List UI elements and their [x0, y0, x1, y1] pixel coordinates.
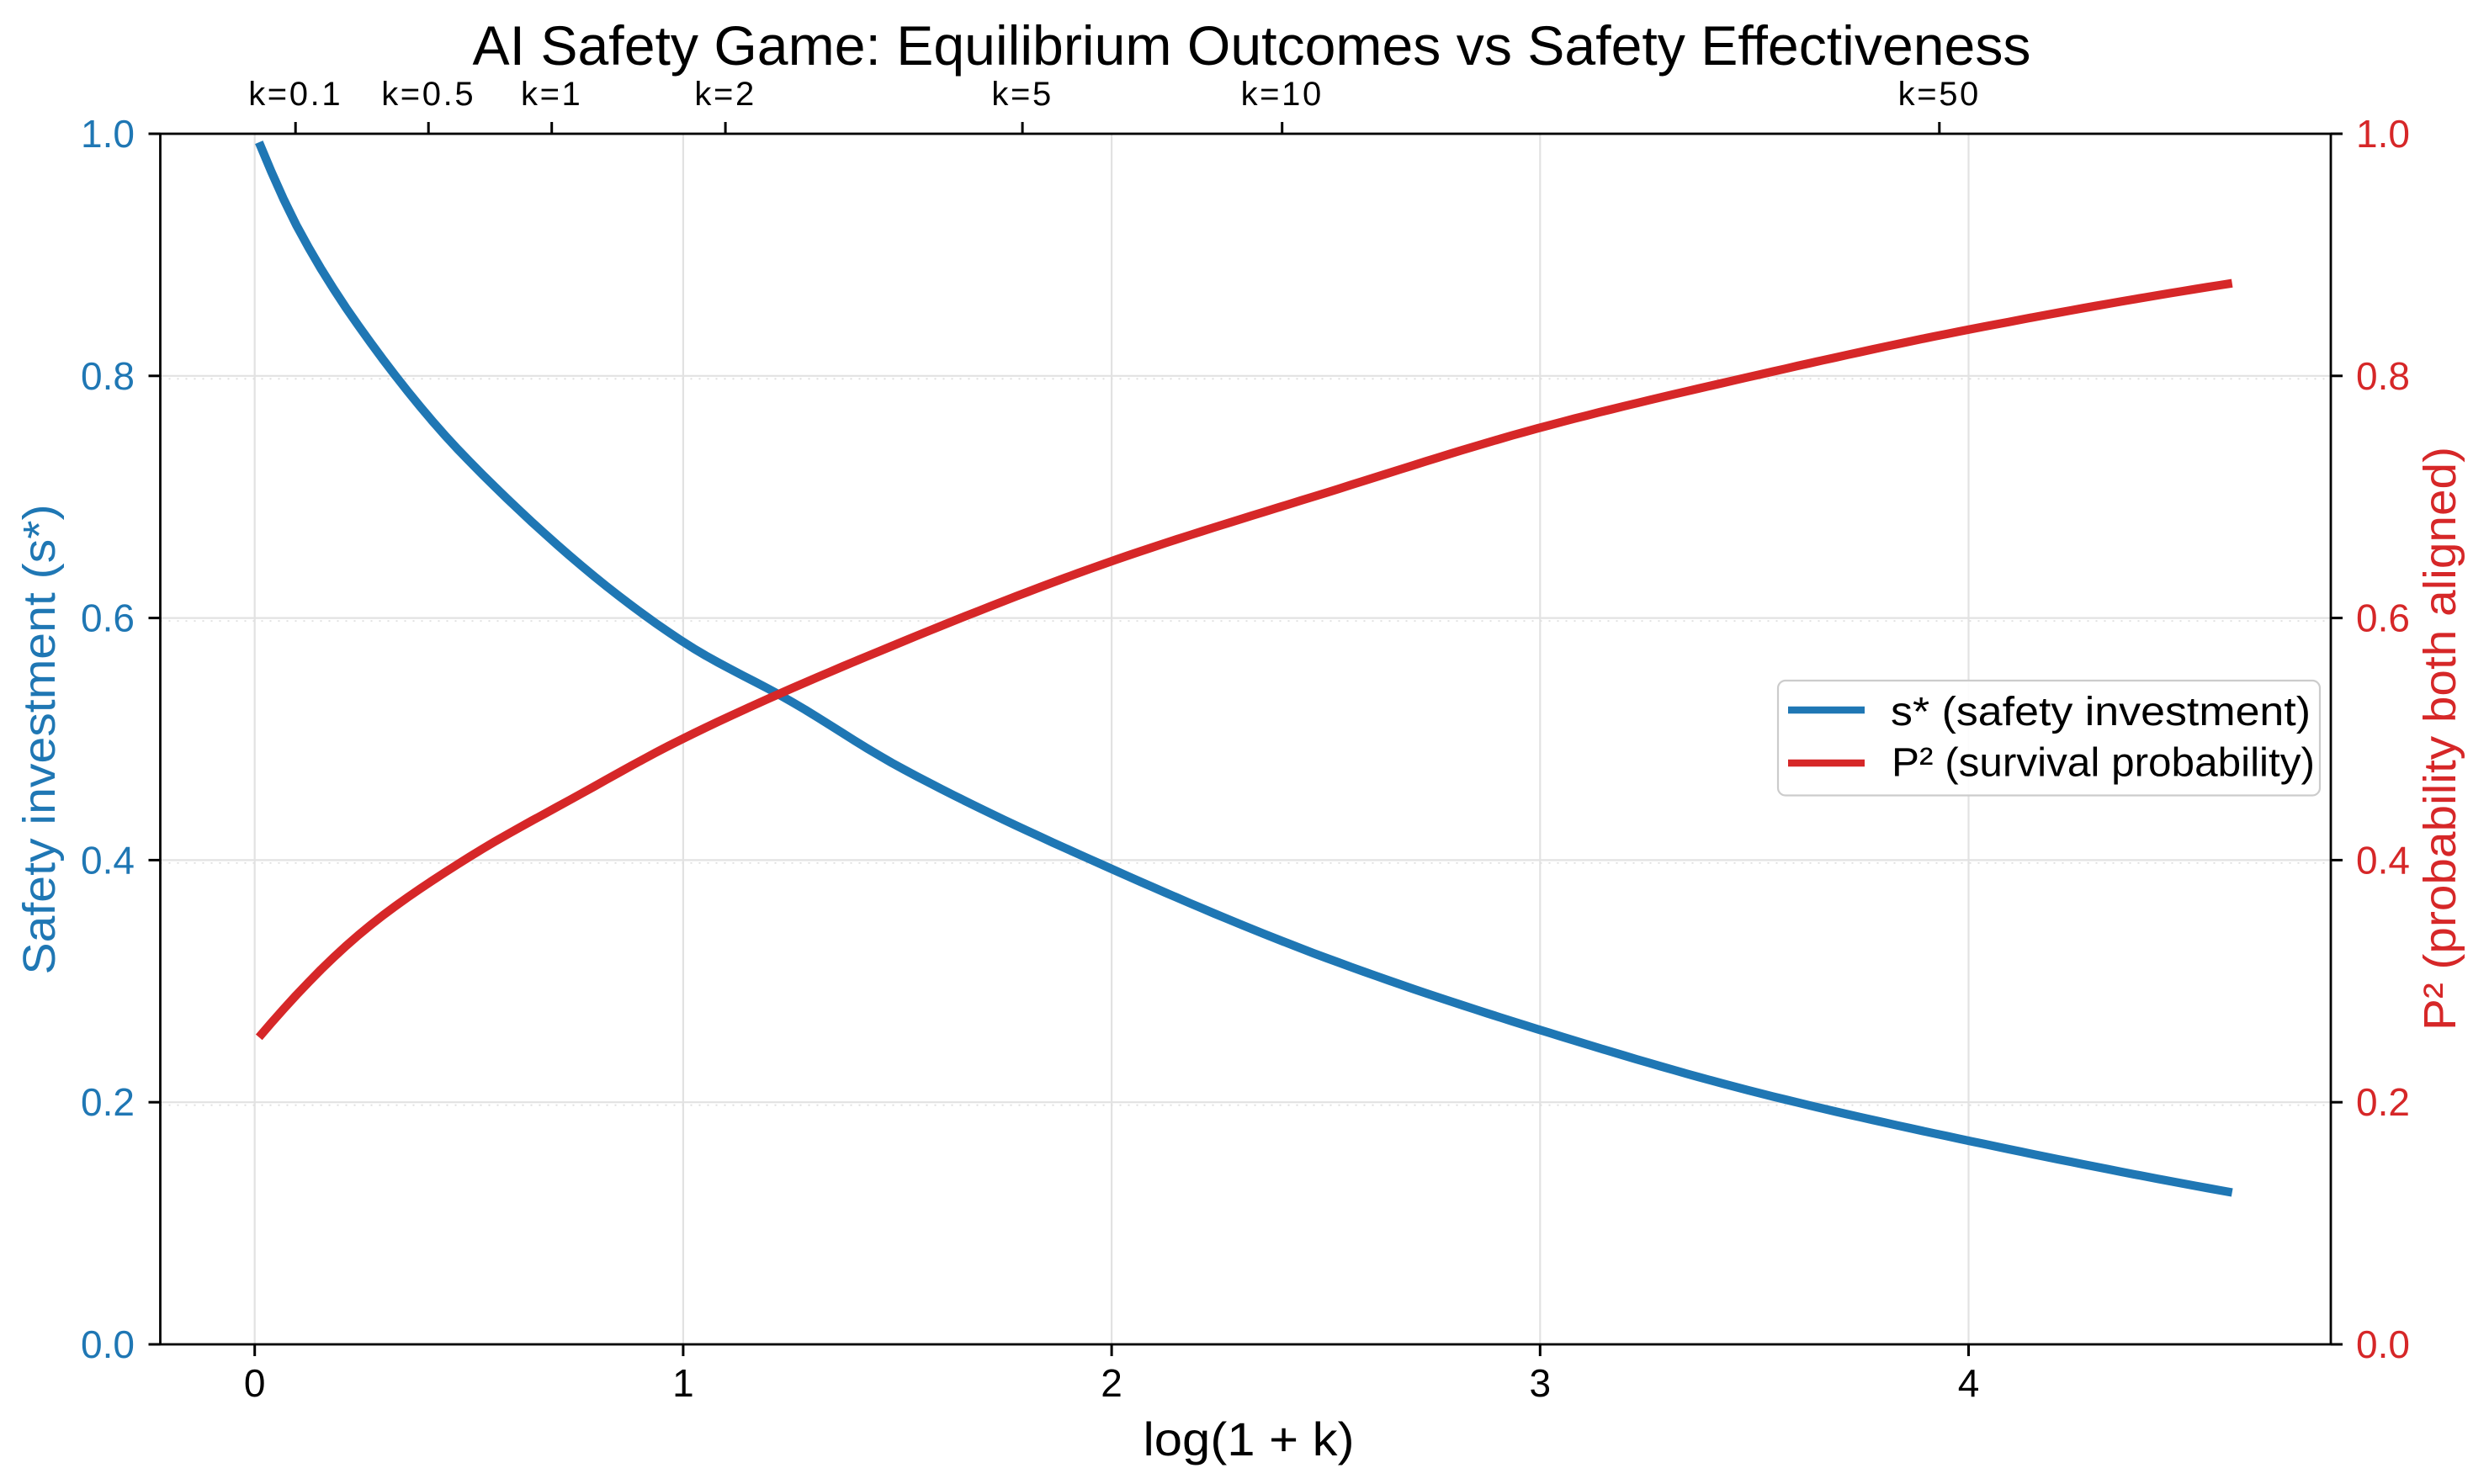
svg-text:k=5: k=5 [991, 76, 1053, 113]
svg-text:k=2: k=2 [694, 76, 756, 113]
svg-text:0.8: 0.8 [81, 354, 135, 398]
svg-text:2: 2 [1101, 1361, 1122, 1405]
svg-text:1.0: 1.0 [81, 112, 135, 156]
svg-text:4: 4 [1958, 1361, 1980, 1405]
svg-text:Safety investment (s*): Safety investment (s*) [14, 505, 65, 975]
svg-text:0: 0 [244, 1361, 266, 1405]
svg-text:0.0: 0.0 [2356, 1322, 2410, 1366]
svg-text:k=10: k=10 [1241, 76, 1324, 113]
svg-text:0.8: 0.8 [2356, 354, 2410, 398]
svg-text:k=50: k=50 [1898, 76, 1981, 113]
svg-text:1.0: 1.0 [2356, 112, 2410, 156]
svg-text:1: 1 [672, 1361, 694, 1405]
svg-text:P² (survival probability): P² (survival probability) [1892, 741, 2315, 786]
svg-text:AI Safety Game: Equilibrium Ou: AI Safety Game: Equilibrium Outcomes vs … [473, 14, 2031, 77]
svg-text:k=0.1: k=0.1 [248, 76, 342, 113]
svg-text:0.4: 0.4 [81, 838, 135, 882]
svg-text:0.2: 0.2 [81, 1080, 135, 1124]
svg-text:0.6: 0.6 [2356, 596, 2410, 640]
svg-text:P² (probability both aligned): P² (probability both aligned) [2415, 447, 2465, 1031]
svg-text:k=1: k=1 [521, 76, 582, 113]
svg-text:0.2: 0.2 [2356, 1080, 2410, 1124]
svg-text:log(1 + k): log(1 + k) [1144, 1412, 1355, 1465]
svg-text:0.4: 0.4 [2356, 838, 2410, 882]
svg-text:k=0.5: k=0.5 [381, 76, 475, 113]
svg-text:3: 3 [1530, 1361, 1552, 1405]
svg-text:s* (safety investment): s* (safety investment) [1891, 690, 2311, 734]
svg-text:0.6: 0.6 [81, 596, 135, 640]
svg-text:0.0: 0.0 [81, 1322, 135, 1366]
